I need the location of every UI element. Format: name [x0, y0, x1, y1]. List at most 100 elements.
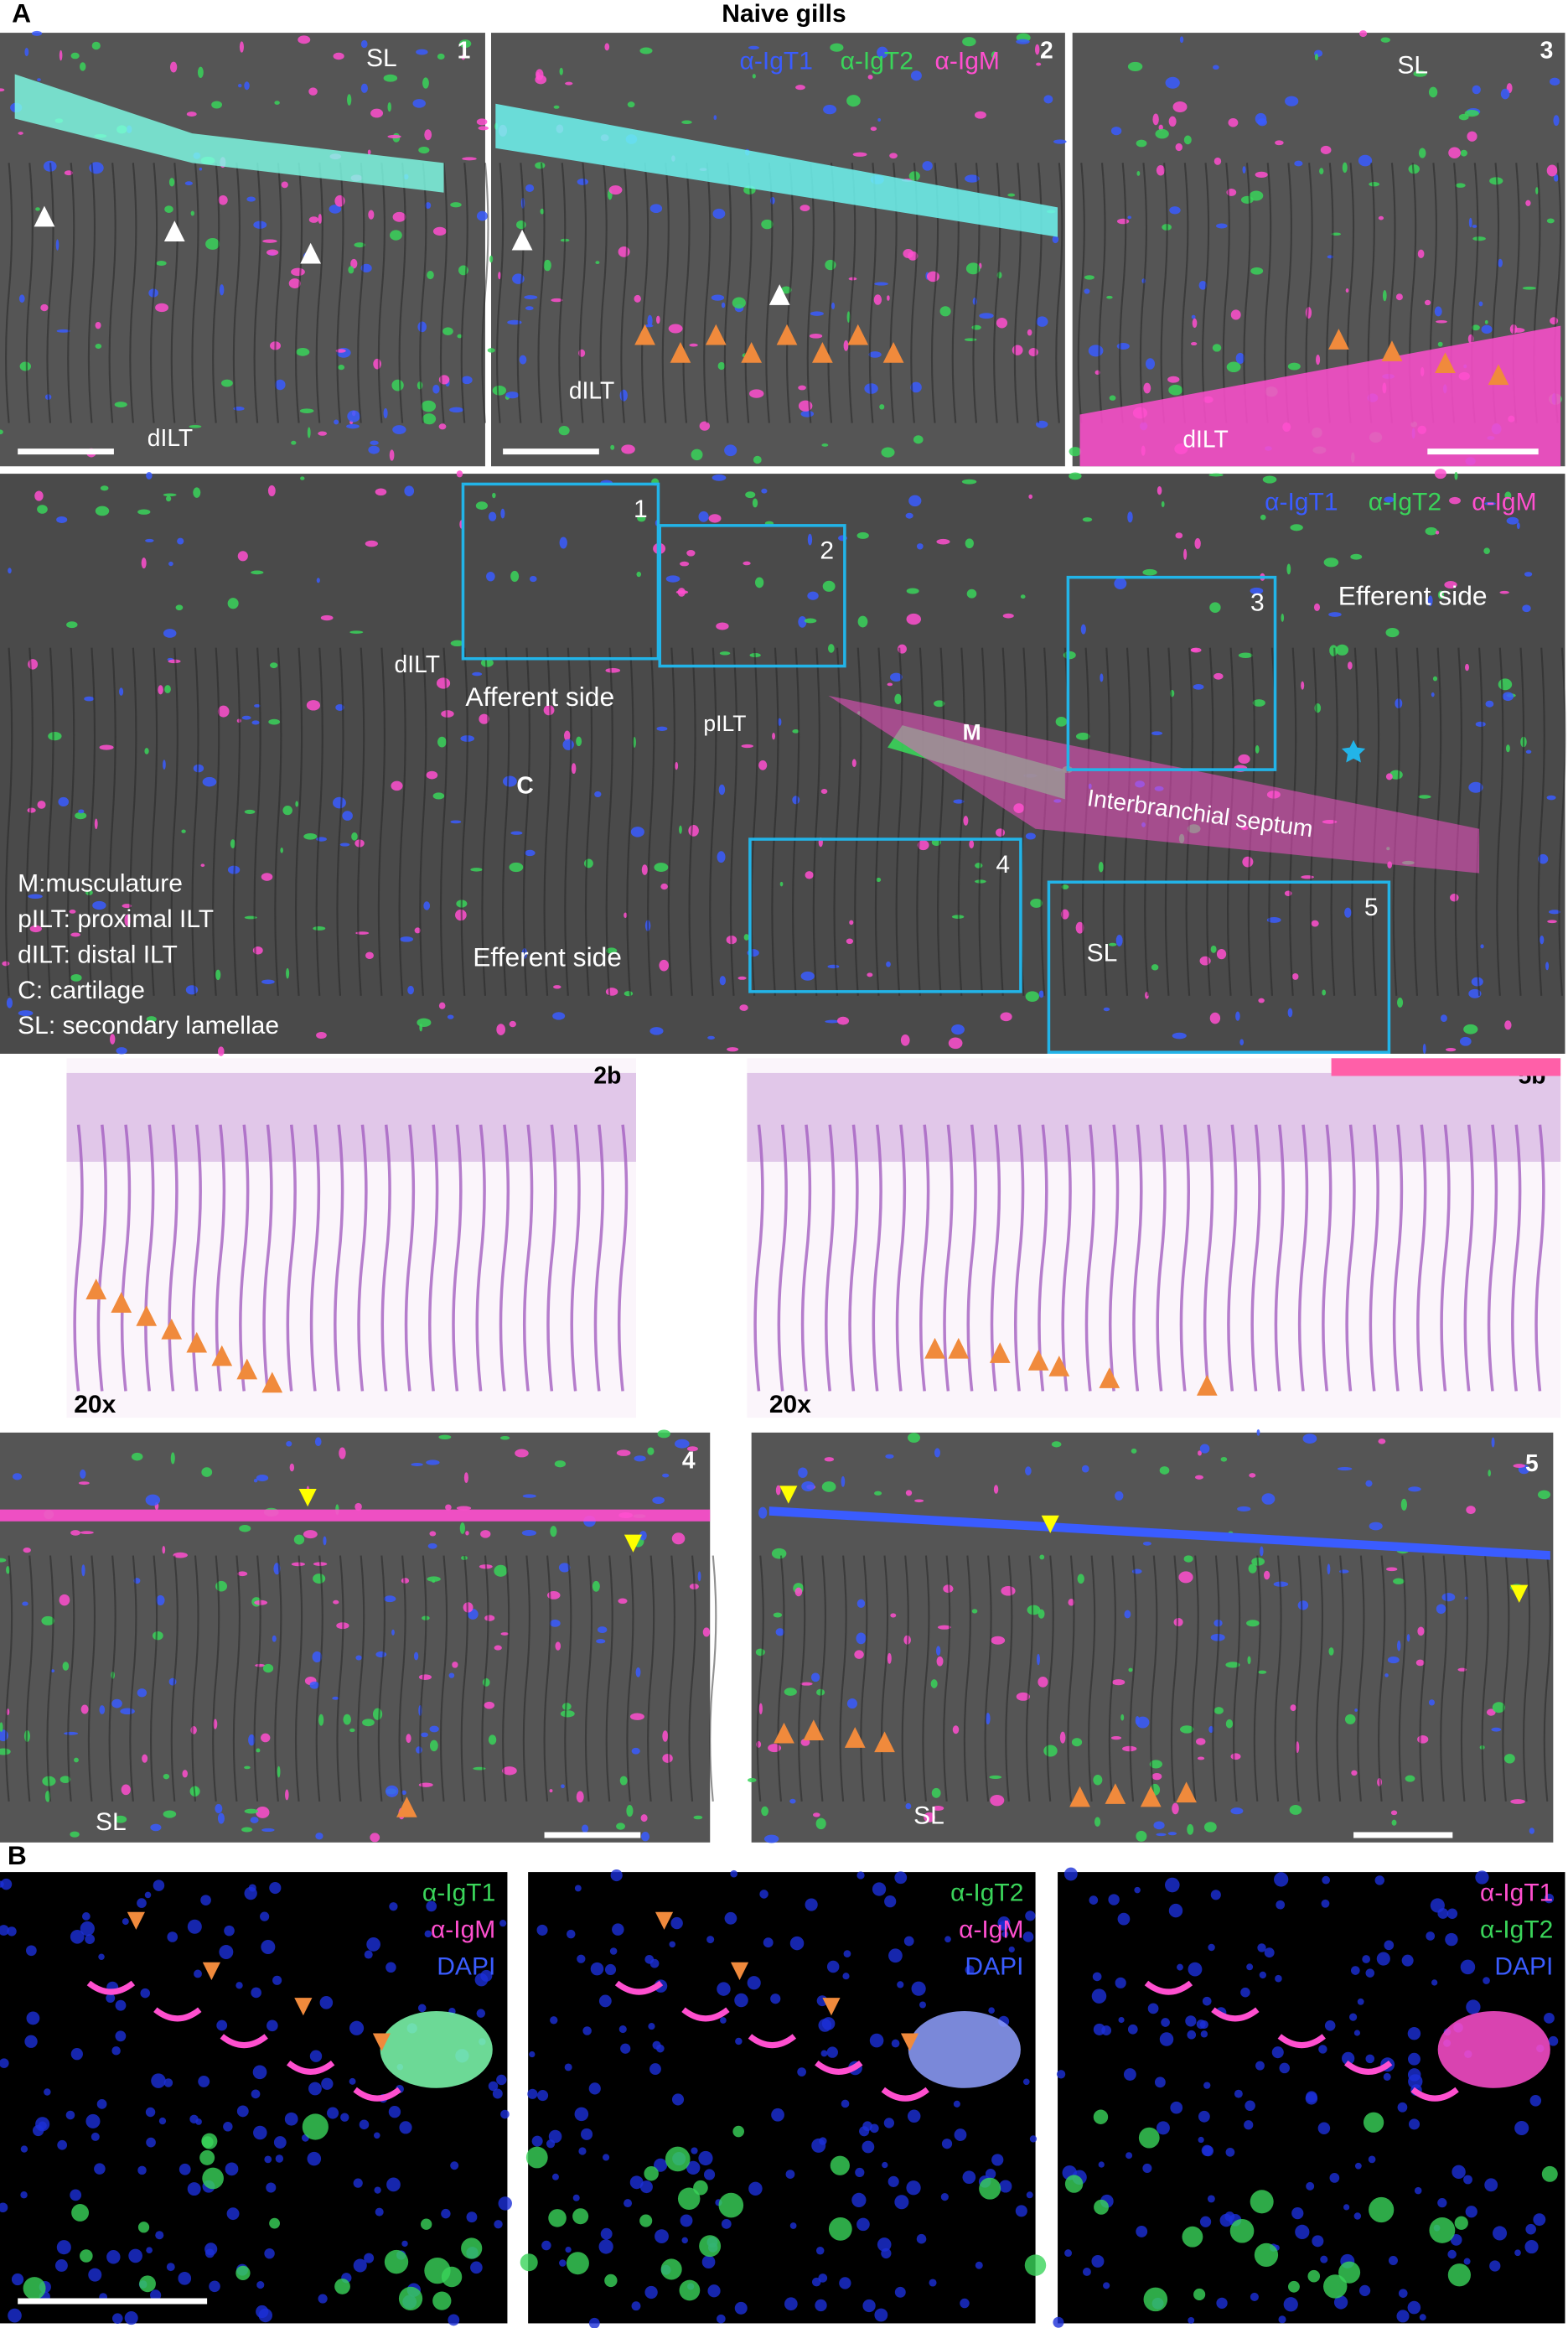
- lamella: [87, 1555, 96, 1802]
- stain: [846, 95, 861, 107]
- nucleus: [1365, 1968, 1375, 1978]
- stain: [401, 1790, 406, 1796]
- nucleus: [1548, 2035, 1559, 2046]
- stain: [158, 685, 163, 695]
- stain: [843, 340, 849, 351]
- nucleus: [204, 2242, 218, 2256]
- stain: [739, 1004, 748, 1011]
- lamella: [895, 1124, 907, 1392]
- stain: [1165, 76, 1180, 89]
- stain: [145, 538, 154, 542]
- arrowhead: [655, 1911, 674, 1930]
- arrowhead: [186, 1331, 208, 1353]
- stain: [256, 1474, 269, 1482]
- stain: [1537, 1490, 1550, 1500]
- lamella: [1191, 1555, 1199, 1802]
- stain: [146, 471, 153, 480]
- stain: [119, 687, 124, 696]
- stain-band: [1079, 325, 1561, 467]
- stain: [732, 2125, 744, 2138]
- stain: [1545, 962, 1550, 971]
- lamella: [1227, 1124, 1238, 1392]
- stain: [197, 66, 204, 78]
- nucleus: [598, 2239, 613, 2254]
- lamella: [108, 647, 116, 996]
- nucleus: [1431, 1979, 1438, 1986]
- stain: [952, 1725, 960, 1734]
- stain: [922, 161, 933, 171]
- nucleus: [862, 2140, 875, 2154]
- stain: [877, 46, 888, 59]
- stain: [482, 1677, 490, 1687]
- stain: [200, 863, 205, 868]
- vessel: [881, 2087, 929, 2102]
- stain: [1488, 1470, 1491, 1477]
- stain: [459, 1522, 465, 1534]
- lamella: [641, 163, 649, 423]
- stain: [1548, 910, 1561, 915]
- stain: [261, 873, 273, 881]
- lamella: [1416, 1124, 1427, 1392]
- nucleus: [1398, 2289, 1408, 2298]
- stain: [71, 2204, 90, 2222]
- stain: [1387, 1656, 1400, 1664]
- stain: [1365, 1480, 1373, 1487]
- nucleus: [200, 1895, 211, 1905]
- stain-band: [768, 1506, 1550, 1560]
- nucleus: [1257, 1943, 1266, 1952]
- stain: [755, 577, 764, 588]
- stain: [540, 208, 545, 215]
- nucleus: [1198, 2136, 1204, 2144]
- stain: [565, 81, 573, 86]
- stain: [1491, 1437, 1495, 1448]
- stain: [813, 1812, 820, 1817]
- stain: [548, 2209, 567, 2227]
- stain: [1491, 1727, 1502, 1732]
- nucleus: [349, 2020, 365, 2035]
- stain: [1437, 341, 1443, 347]
- arrowhead: [236, 1358, 258, 1380]
- stain: [1214, 1707, 1224, 1714]
- stain: [521, 1530, 536, 1537]
- stain: [116, 1047, 127, 1055]
- stain: [577, 178, 588, 185]
- stain: [823, 105, 837, 115]
- stain: [456, 1506, 472, 1511]
- stain: [332, 1696, 339, 1700]
- stain: [459, 39, 472, 49]
- stain: [1229, 2218, 1255, 2243]
- nucleus: [706, 1936, 715, 1944]
- stain: [1455, 183, 1466, 188]
- nucleus: [701, 2255, 716, 2269]
- nucleus: [988, 2007, 995, 2014]
- stain: [1025, 832, 1036, 840]
- nucleus: [891, 2039, 900, 2048]
- nucleus: [826, 1960, 840, 1973]
- micrograph: [0, 1432, 711, 1843]
- stain: [122, 904, 132, 909]
- legend-entry: α-IgT2: [950, 1879, 1023, 1906]
- lamella: [286, 1124, 297, 1392]
- stain: [1418, 795, 1431, 799]
- arrowhead: [161, 1318, 183, 1340]
- stain: [1203, 1822, 1217, 1833]
- stain: [360, 39, 368, 49]
- legend-entry: DAPI: [1494, 1953, 1553, 1981]
- nucleus: [815, 2299, 827, 2312]
- stain: [561, 1784, 565, 1789]
- lamella: [67, 163, 75, 423]
- nucleus: [1275, 1974, 1282, 1983]
- nucleus: [999, 2180, 1012, 2193]
- stain: [1524, 572, 1533, 577]
- lamella: [667, 1555, 675, 1802]
- lamella: [661, 163, 670, 423]
- lamella: [1274, 1555, 1282, 1802]
- stain: [914, 1499, 924, 1503]
- nucleus: [1291, 2206, 1304, 2220]
- stain: [621, 444, 635, 454]
- nucleus: [1475, 1870, 1489, 1885]
- stain: [707, 1035, 715, 1040]
- nucleus: [327, 2107, 339, 2119]
- lamella: [419, 163, 427, 423]
- nucleus: [1493, 2226, 1508, 2241]
